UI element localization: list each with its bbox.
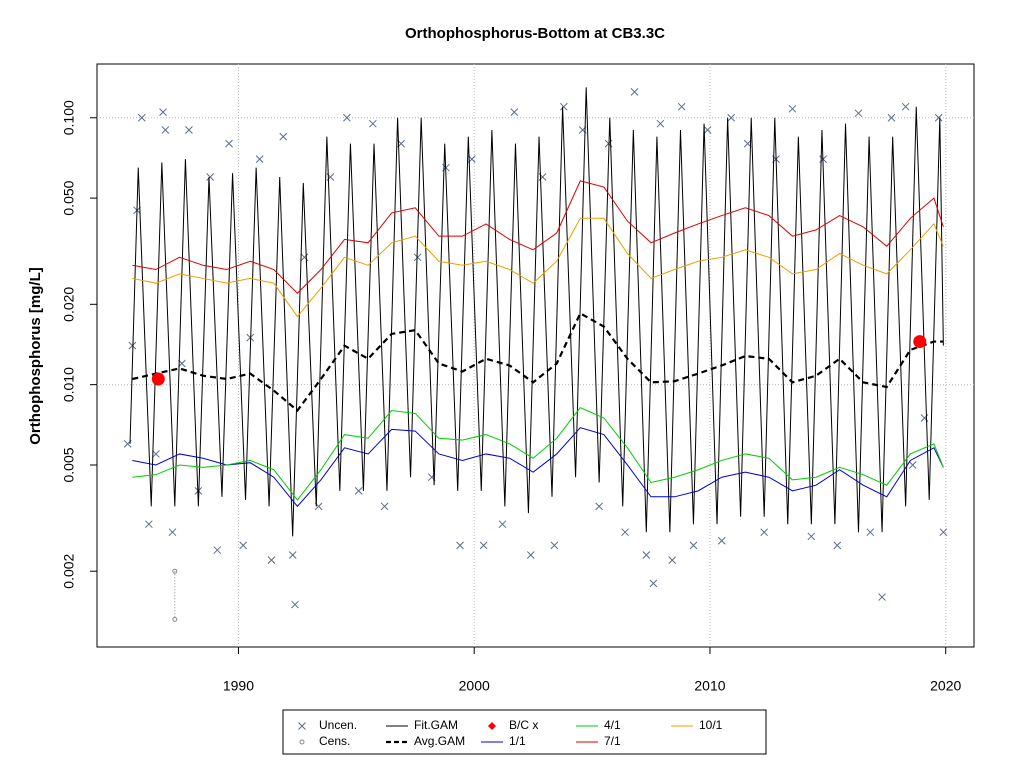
data-point — [649, 579, 658, 588]
data-point — [185, 126, 193, 134]
data-point — [498, 520, 507, 529]
legend-label: Avg.GAM — [414, 734, 465, 748]
data-point — [413, 253, 422, 262]
data-point — [656, 119, 665, 128]
y-axis-title: Orthophosphorus [mg/L] — [27, 267, 44, 444]
data-point — [689, 541, 698, 550]
data-point — [128, 341, 137, 350]
data-point — [908, 461, 917, 469]
data-point — [668, 556, 677, 565]
data-point — [380, 502, 389, 511]
data-point — [279, 132, 288, 141]
legend-label: 10/1 — [699, 718, 723, 732]
data-point — [267, 556, 276, 565]
series-line — [132, 311, 944, 413]
data-point — [291, 600, 299, 609]
data-point — [239, 541, 248, 550]
plot-frame — [96, 63, 975, 648]
data-point — [354, 487, 363, 495]
data-point — [703, 126, 712, 134]
legend-label: Uncen. — [319, 718, 357, 732]
data-point — [677, 102, 686, 111]
y-tick-label: 0.100 — [61, 100, 77, 135]
data-point — [878, 593, 886, 601]
data-point — [255, 155, 264, 163]
bc-point — [913, 335, 927, 349]
data-point — [343, 113, 351, 122]
data-point — [934, 113, 943, 122]
data-point — [760, 528, 769, 537]
legend-label: 4/1 — [604, 718, 621, 732]
data-point — [479, 541, 488, 550]
data-point — [526, 551, 535, 559]
legend-symbol — [488, 722, 496, 730]
data-point — [595, 502, 604, 511]
data-point — [159, 108, 167, 116]
series-line — [132, 180, 944, 294]
series-line — [129, 87, 944, 537]
series-line — [132, 407, 944, 501]
data-point — [833, 541, 842, 550]
data-point — [854, 109, 863, 118]
data-point — [630, 88, 639, 96]
legend-symbol — [298, 722, 306, 730]
x-tick-label: 2000 — [459, 678, 490, 694]
data-point — [456, 541, 464, 550]
data-point — [213, 546, 222, 554]
legend-label: Fit.GAM — [414, 718, 458, 732]
data-point — [788, 104, 797, 113]
censored-high — [172, 568, 178, 574]
data-point — [206, 173, 215, 181]
y-tick-label: 0.010 — [61, 367, 77, 402]
data-point — [152, 450, 160, 458]
data-point — [939, 528, 948, 537]
data-point — [887, 113, 896, 122]
legend-label: 7/1 — [604, 734, 621, 748]
y-tick-label: 0.005 — [61, 447, 77, 482]
censored-low — [172, 616, 178, 622]
data-point — [225, 139, 233, 148]
y-tick-label: 0.002 — [61, 553, 77, 588]
y-tick-label: 0.020 — [61, 287, 77, 322]
x-tick-label: 1990 — [223, 678, 254, 694]
data-point — [550, 541, 559, 550]
data-point — [510, 108, 519, 116]
data-point — [137, 113, 146, 122]
data-point — [642, 551, 651, 559]
data-point — [168, 528, 177, 537]
y-tick-label: 0.050 — [61, 180, 77, 215]
data-point — [621, 528, 629, 537]
bc-point — [151, 372, 165, 386]
legend-symbol — [299, 739, 305, 745]
legend-label: B/C x — [509, 718, 538, 732]
chart-title: Orthophosphorus-Bottom at CB3.3C — [405, 25, 665, 42]
data-point — [368, 119, 377, 128]
data-point — [559, 102, 568, 111]
data-point — [866, 528, 875, 537]
data-point — [727, 113, 736, 122]
data-point — [145, 520, 153, 529]
data-point — [901, 102, 910, 111]
legend-label: 1/1 — [509, 734, 526, 748]
series-line — [132, 217, 944, 318]
legend-label: Cens. — [319, 734, 350, 748]
x-tick-label: 2020 — [930, 678, 961, 694]
legend-box — [282, 709, 767, 755]
data-point — [807, 532, 816, 541]
x-tick-label: 2010 — [694, 678, 725, 694]
data-point — [288, 551, 297, 559]
series-line — [132, 427, 944, 508]
data-point — [161, 126, 170, 134]
data-point — [717, 536, 726, 545]
